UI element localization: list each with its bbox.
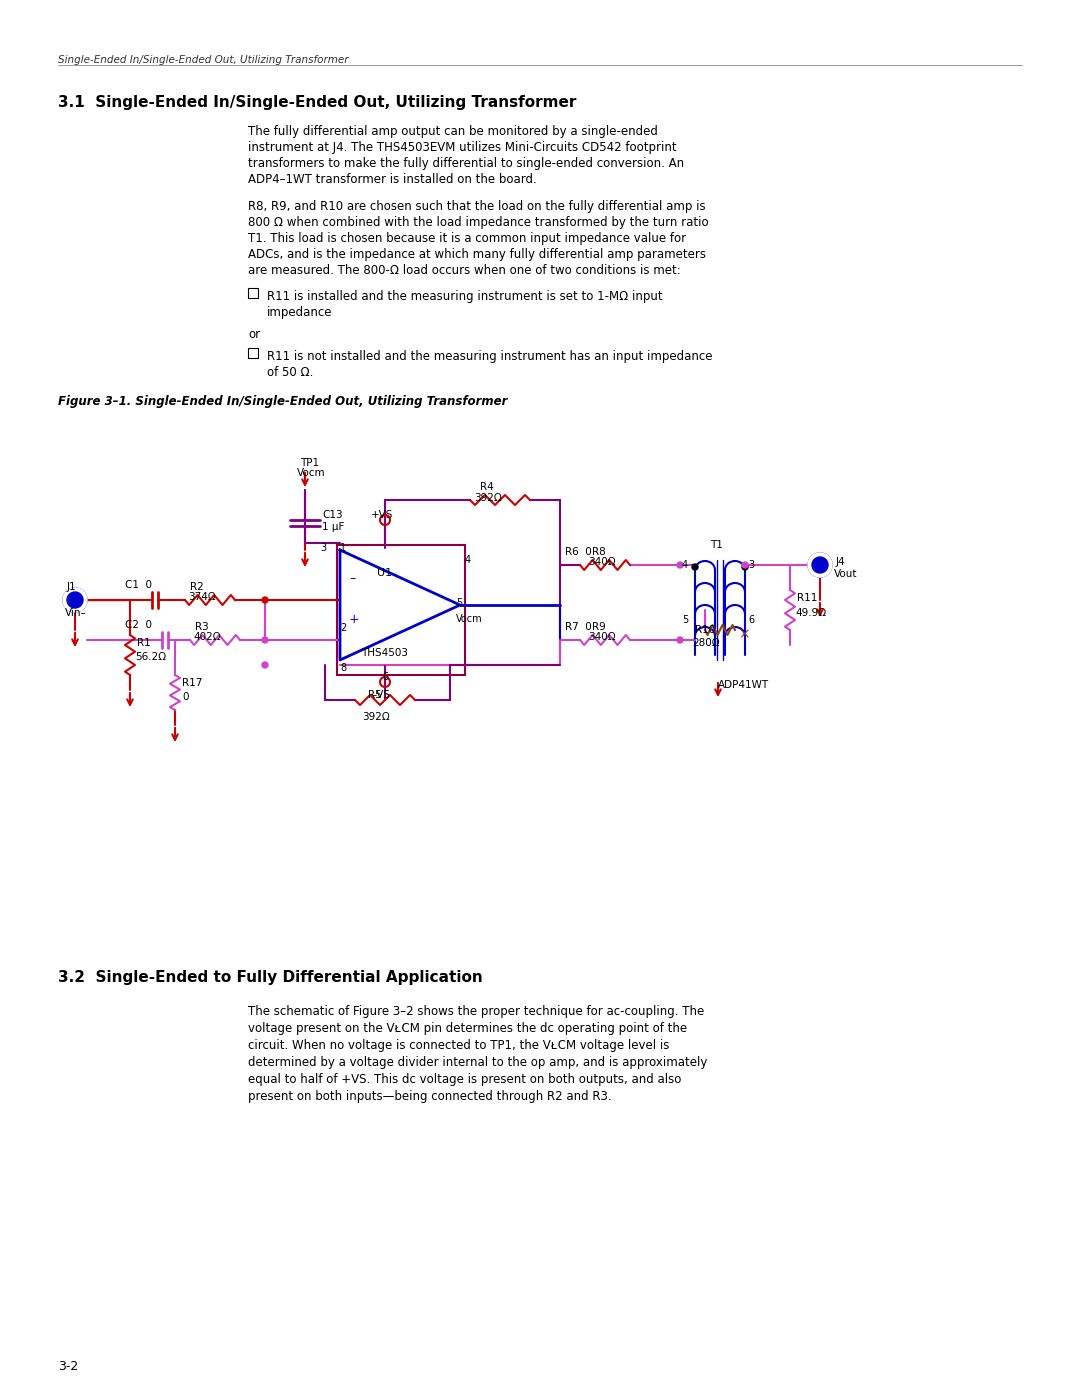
Text: of 50 Ω.: of 50 Ω. [267, 366, 313, 379]
Text: R10: R10 [696, 624, 715, 636]
Text: 56.2Ω: 56.2Ω [135, 652, 166, 662]
Text: 3-2: 3-2 [58, 1361, 78, 1373]
Text: ×: × [738, 627, 750, 641]
Text: 340Ω: 340Ω [588, 631, 616, 643]
Text: 3: 3 [320, 543, 326, 553]
Text: 280Ω: 280Ω [692, 638, 719, 648]
Circle shape [262, 597, 268, 604]
Text: 3.2  Single-Ended to Fully Differential Application: 3.2 Single-Ended to Fully Differential A… [58, 970, 483, 985]
Text: 1 μF: 1 μF [322, 522, 345, 532]
Text: –: – [349, 571, 355, 585]
Text: R4: R4 [480, 482, 494, 492]
Text: T1: T1 [710, 541, 723, 550]
Text: R11 is installed and the measuring instrument is set to 1-MΩ input: R11 is installed and the measuring instr… [267, 291, 663, 303]
Text: R9: R9 [592, 622, 606, 631]
Text: Vin–: Vin– [65, 608, 86, 617]
Text: equal to half of +VS. This dc voltage is present on both outputs, and also: equal to half of +VS. This dc voltage is… [248, 1073, 681, 1085]
Text: 0: 0 [183, 692, 189, 703]
Text: 374Ω: 374Ω [188, 592, 216, 602]
Text: 3.1  Single-Ended In/Single-Ended Out, Utilizing Transformer: 3.1 Single-Ended In/Single-Ended Out, Ut… [58, 95, 577, 110]
Text: 5: 5 [456, 598, 462, 608]
Text: 3: 3 [748, 560, 754, 570]
Circle shape [742, 564, 748, 570]
Text: T1. This load is chosen because it is a common input impedance value for: T1. This load is chosen because it is a … [248, 232, 686, 244]
Text: ADP41WT: ADP41WT [718, 680, 769, 690]
Bar [337, 545, 465, 675]
Text: voltage present on the VᴌCM pin determines the dc operating point of the: voltage present on the VᴌCM pin determin… [248, 1023, 687, 1035]
Text: instrument at J4. The THS4503EVM utilizes Mini-Circuits CD542 footprint: instrument at J4. The THS4503EVM utilize… [248, 141, 677, 154]
Text: R8, R9, and R10 are chosen such that the load on the fully differential amp is: R8, R9, and R10 are chosen such that the… [248, 200, 705, 212]
Text: 402Ω: 402Ω [193, 631, 220, 643]
Text: R8: R8 [592, 548, 606, 557]
Text: 8: 8 [340, 664, 346, 673]
Text: 49.9Ω: 49.9Ω [795, 608, 826, 617]
Text: +: + [349, 613, 360, 626]
Text: R2: R2 [190, 583, 204, 592]
Bar [248, 348, 258, 358]
Circle shape [812, 557, 828, 573]
Text: circuit. When no voltage is connected to TP1, the VᴌCM voltage level is: circuit. When no voltage is connected to… [248, 1039, 670, 1052]
Bar [248, 288, 258, 298]
Text: are measured. The 800-Ω load occurs when one of two conditions is met:: are measured. The 800-Ω load occurs when… [248, 264, 680, 277]
Text: Vocm: Vocm [297, 468, 326, 478]
Text: C1  0: C1 0 [125, 580, 152, 590]
Text: 2: 2 [340, 623, 347, 633]
Text: Vocm: Vocm [456, 615, 483, 624]
Text: +VS: +VS [372, 510, 393, 520]
Text: J1: J1 [67, 583, 77, 592]
Circle shape [67, 592, 83, 608]
Circle shape [63, 588, 87, 612]
Text: or: or [248, 328, 260, 341]
Text: R11 is not installed and the measuring instrument has an input impedance: R11 is not installed and the measuring i… [267, 351, 713, 363]
Circle shape [692, 564, 698, 570]
Text: R5: R5 [368, 690, 381, 700]
Text: Single-Ended In/Single-Ended Out, Utilizing Transformer: Single-Ended In/Single-Ended Out, Utiliz… [58, 54, 349, 66]
Circle shape [808, 553, 832, 577]
Text: 392Ω: 392Ω [474, 493, 502, 503]
Text: R17: R17 [183, 678, 202, 687]
Text: 6: 6 [748, 615, 754, 624]
Circle shape [808, 553, 832, 577]
Text: 4: 4 [681, 560, 688, 570]
Text: 800 Ω when combined with the load impedance transformed by the turn ratio: 800 Ω when combined with the load impeda… [248, 217, 708, 229]
Text: R6  0: R6 0 [565, 548, 592, 557]
Text: 4: 4 [465, 555, 471, 564]
Circle shape [262, 637, 268, 643]
Text: C2  0: C2 0 [125, 620, 152, 630]
Circle shape [742, 562, 748, 569]
Text: The fully differential amp output can be monitored by a single-ended: The fully differential amp output can be… [248, 124, 658, 138]
Text: 392Ω: 392Ω [362, 712, 390, 722]
Text: The schematic of Figure 3–2 shows the proper technique for ac-coupling. The: The schematic of Figure 3–2 shows the pr… [248, 1004, 704, 1018]
Text: ADP4–1WT transformer is installed on the board.: ADP4–1WT transformer is installed on the… [248, 173, 537, 186]
Text: –VS: –VS [372, 690, 390, 700]
Circle shape [677, 562, 683, 569]
Text: 1: 1 [340, 543, 346, 553]
Circle shape [677, 637, 683, 643]
Text: 5: 5 [681, 615, 688, 624]
Text: R1: R1 [137, 638, 151, 648]
Text: 340Ω: 340Ω [588, 557, 616, 567]
Circle shape [63, 588, 87, 612]
Text: impedance: impedance [267, 306, 333, 319]
Text: Figure 3–1. Single-Ended In/Single-Ended Out, Utilizing Transformer: Figure 3–1. Single-Ended In/Single-Ended… [58, 395, 508, 408]
Text: present on both inputs—being connected through R2 and R3.: present on both inputs—being connected t… [248, 1090, 611, 1104]
Text: Vout: Vout [834, 569, 858, 578]
Text: U1: U1 [377, 569, 392, 578]
Text: THS4503: THS4503 [362, 648, 408, 658]
Text: J4: J4 [836, 557, 846, 567]
Circle shape [262, 662, 268, 668]
Text: R7  0: R7 0 [565, 622, 592, 631]
Text: ADCs, and is the impedance at which many fully differential amp parameters: ADCs, and is the impedance at which many… [248, 249, 706, 261]
Text: R3: R3 [195, 622, 208, 631]
Text: 6: 6 [382, 672, 388, 682]
Text: determined by a voltage divider internal to the op amp, and is approximately: determined by a voltage divider internal… [248, 1056, 707, 1069]
Text: transformers to make the fully differential to single-ended conversion. An: transformers to make the fully different… [248, 156, 684, 170]
Text: R11: R11 [797, 592, 818, 604]
Text: TP1: TP1 [300, 458, 319, 468]
Text: C13: C13 [322, 510, 342, 520]
